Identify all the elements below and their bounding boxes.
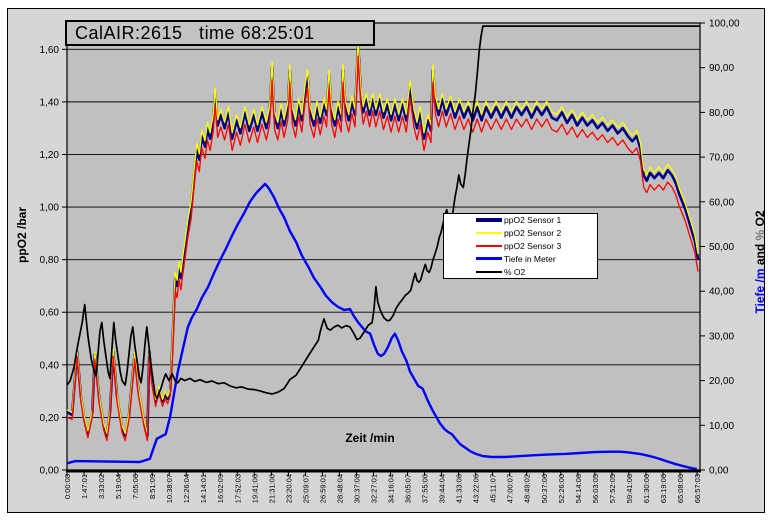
y-right-tick-label: 60,00 <box>709 197 734 208</box>
x-tick-label: 26:59:01 <box>318 474 327 503</box>
legend-entry: ppO2 Sensor 3 <box>444 240 597 253</box>
legend-label: Tiefe in Meter <box>504 253 556 264</box>
legend-line-sample <box>476 270 502 273</box>
x-tick-label: 3:33:02 <box>97 474 106 499</box>
y-right-title-span: and <box>753 240 767 266</box>
y-left-axis-title: ppO2 /bar <box>15 207 29 264</box>
y-right-title-span: % <box>753 226 767 241</box>
x-tick-label: 30:37:08 <box>352 474 361 503</box>
x-tick-label: 12:26:04 <box>182 474 191 503</box>
y-left-tick-label: 0,60 <box>40 308 60 319</box>
x-tick-label: 7:05:06 <box>131 474 140 499</box>
x-tick-label: 65:08:06 <box>676 474 685 503</box>
x-tick-label: 19:41:06 <box>250 474 259 503</box>
x-tick-label: 45:11:07 <box>489 474 498 503</box>
x-tick-label: 17:52:03 <box>233 474 242 503</box>
x-tick-label: 50:37:06 <box>540 474 549 503</box>
y-left-tick-label: 0,80 <box>40 255 60 266</box>
x-tick-label: 54:14:06 <box>574 474 583 503</box>
x-tick-label: 21:31:00 <box>267 474 276 503</box>
x-tick-label: 28:48:04 <box>335 474 344 503</box>
y-right-title-span: Tiefe /m <box>753 265 767 314</box>
x-tick-label: 66:57:03 <box>693 474 702 503</box>
y-right-tick-label: 80,00 <box>709 108 734 119</box>
y-left-tick-label: 1,20 <box>40 150 60 161</box>
legend-line-sample <box>476 244 502 247</box>
x-tick-label: 14:14:01 <box>199 474 208 503</box>
series-ppo2-sensor-3 <box>66 55 699 442</box>
y-right-tick-label: 50,00 <box>709 242 734 253</box>
x-tick-label: 32:27:01 <box>369 474 378 503</box>
y-right-tick-label: 10,00 <box>709 421 734 432</box>
y-right-tick-label: 40,00 <box>709 287 734 298</box>
x-tick-label: 47:00:07 <box>506 474 515 503</box>
x-tick-label: 41:33:06 <box>455 474 464 503</box>
legend-label: % O2 <box>504 266 526 277</box>
x-tick-label: 57:52:05 <box>608 474 617 503</box>
x-tick-label: 16:02:09 <box>216 474 225 503</box>
x-tick-label: 36:05:07 <box>404 474 413 503</box>
legend-line-sample <box>476 257 502 261</box>
legend-entry: % O2 <box>444 265 597 278</box>
y-left-tick-label: 0,00 <box>40 466 60 477</box>
y-right-axis-title: Tiefe /m and % O2 <box>753 197 767 327</box>
x-tick-label: 8:51:09 <box>148 474 157 499</box>
x-tick-label: 1:47:01 <box>80 474 89 499</box>
x-tick-label: 5:19:04 <box>114 474 123 499</box>
x-tick-label: 63:19:06 <box>659 474 668 503</box>
x-tick-label: 52:26:00 <box>557 474 566 503</box>
y-right-tick-label: 100,00 <box>709 19 740 30</box>
x-tick-label: 0:00:08 <box>63 474 72 499</box>
x-tick-label: 43:22:06 <box>472 474 481 503</box>
y-left-tick-label: 0,40 <box>40 360 60 371</box>
y-right-tick-label: 30,00 <box>709 331 734 342</box>
x-axis-title: Zeit /min <box>345 431 395 445</box>
x-tick-label: 61:30:06 <box>642 474 651 503</box>
legend-entry: ppO2 Sensor 1 <box>444 214 597 227</box>
chart-title-box: CalAIR:2615 time 68:25:01 <box>65 20 375 46</box>
y-left-tick-label: 1,40 <box>40 97 60 108</box>
y-left-tick-label: 1,00 <box>40 203 60 214</box>
legend-label: ppO2 Sensor 1 <box>504 215 562 226</box>
legend-line-sample <box>476 232 502 235</box>
y-right-title-span: O2 <box>753 210 767 227</box>
legend-label: ppO2 Sensor 3 <box>504 240 562 251</box>
legend-label: ppO2 Sensor 2 <box>504 228 562 239</box>
x-tick-label: 10:38:07 <box>165 474 174 503</box>
x-tick-label: 34:16:04 <box>387 474 396 503</box>
y-left-tick-label: 1,60 <box>40 45 60 56</box>
x-tick-label: 56:03:05 <box>591 474 600 503</box>
x-tick-label: 23:20:04 <box>284 474 293 503</box>
legend-entry: ppO2 Sensor 2 <box>444 227 597 240</box>
x-tick-label: 39:44:04 <box>438 474 447 503</box>
legend-line-sample <box>476 218 502 223</box>
x-tick-label: 37:55:00 <box>421 474 430 503</box>
y-right-tick-label: 20,00 <box>709 376 734 387</box>
x-tick-label: 48:49:02 <box>523 474 532 503</box>
y-right-tick-label: 0,00 <box>709 466 729 477</box>
y-right-tick-label: 70,00 <box>709 153 734 164</box>
y-right-tick-label: 90,00 <box>709 63 734 74</box>
chart-title: CalAIR:2615 time 68:25:01 <box>75 22 315 43</box>
legend-entry: Tiefe in Meter <box>444 252 597 265</box>
series-ppo2-sensor-2 <box>66 37 699 435</box>
series--o2 <box>66 25 700 400</box>
x-tick-label: 25:09:07 <box>301 474 310 503</box>
legend: ppO2 Sensor 1 ppO2 Sensor 2 ppO2 Sensor 3 T… <box>443 213 598 279</box>
y-left-tick-label: 0,20 <box>40 413 60 424</box>
x-tick-label: 59:41:06 <box>625 474 634 503</box>
series-tiefe-in-meter <box>66 182 698 471</box>
